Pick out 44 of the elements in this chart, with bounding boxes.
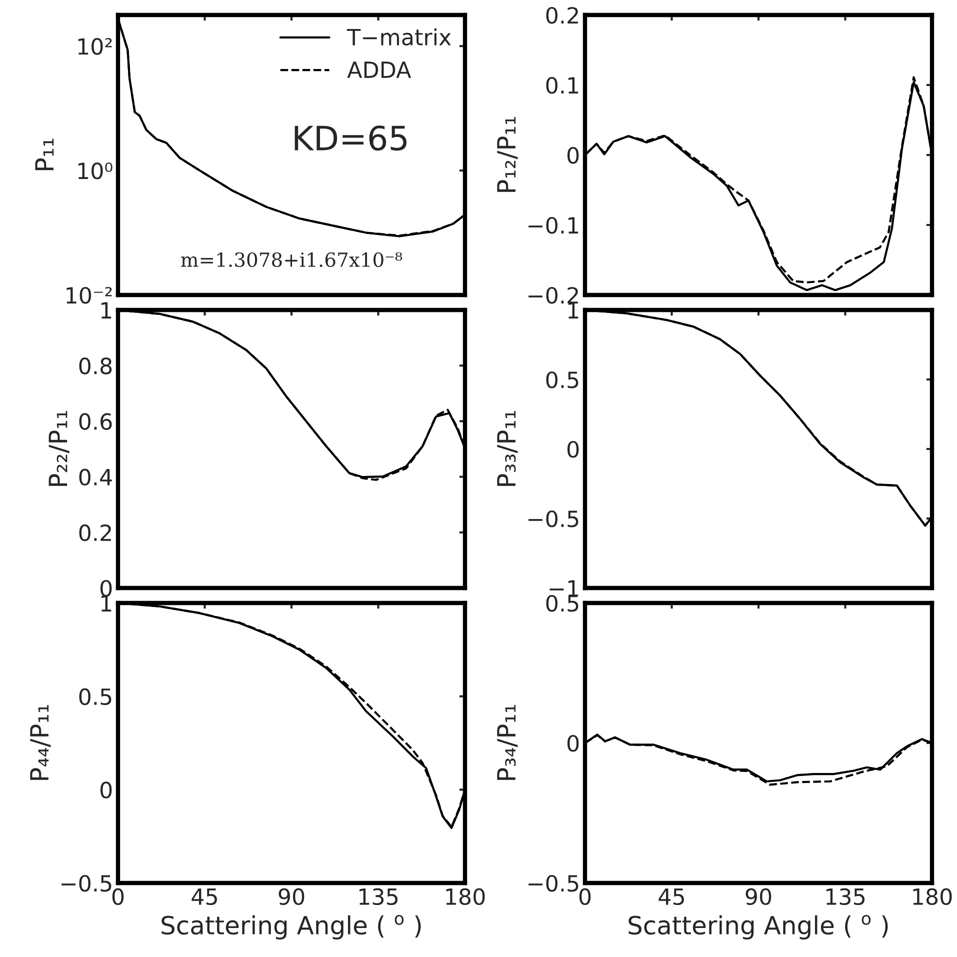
- y-axis-title: P₁₁: [35, 138, 54, 170]
- x-tick-label: 45: [192, 888, 217, 906]
- y-axis-title: P₃₄/P₁₁: [497, 705, 518, 780]
- x-tick-label: 135: [826, 888, 865, 906]
- x-tick-label: 180: [446, 888, 485, 906]
- y-tick-label: 1: [101, 302, 112, 318]
- annotation: KD=65: [294, 125, 407, 151]
- annotation: m=1.3078+i1.67x10⁻⁸: [181, 252, 402, 268]
- y-axis-title: P₂₂/P₁₁: [48, 411, 70, 486]
- x-axis-title: Scattering Angle ( $^{o}$ ): [162, 914, 421, 940]
- y-tick-label: 0.6: [79, 413, 112, 430]
- y-tick-label: 0: [567, 146, 579, 164]
- y-tick-label: 0.2: [546, 6, 578, 24]
- x-tick-label: 180: [913, 888, 952, 906]
- y-axis-title: P₄₄/P₁₁: [30, 705, 51, 780]
- y-tick-label: 10⁰: [78, 162, 112, 180]
- y-axis-title: P₁₂/P₁₁: [497, 117, 518, 192]
- x-tick-label: 0: [112, 888, 124, 906]
- y-tick-label: 10⁻²: [66, 286, 112, 304]
- x-tick-label: 45: [658, 888, 684, 906]
- y-tick-label: −0.1: [528, 216, 578, 234]
- y-tick-label: 0.5: [79, 688, 112, 706]
- y-tick-label: 0.8: [79, 358, 112, 374]
- y-tick-label: 0.4: [79, 468, 112, 486]
- x-tick-label: 90: [278, 888, 304, 906]
- y-tick-label: 10²: [78, 38, 112, 55]
- x-tick-label: 135: [359, 888, 398, 906]
- y-tick-label: 0: [100, 580, 112, 597]
- y-tick-label: −0.2: [528, 286, 578, 304]
- legend-label: T−matrix: [346, 28, 451, 46]
- x-tick-label: 0: [579, 888, 591, 906]
- legend-label: ADDA: [347, 62, 412, 78]
- y-tick-label: 0.1: [546, 76, 578, 94]
- y-tick-label: 0.5: [546, 371, 578, 388]
- y-tick-label: 0: [100, 782, 112, 798]
- y-tick-label: 0: [567, 734, 579, 752]
- y-tick-label: 0: [567, 440, 579, 458]
- x-axis-title: Scattering Angle ( $^{o}$ ): [628, 914, 888, 940]
- y-tick-label: −0.5: [528, 510, 578, 528]
- y-tick-label: −0.5: [62, 874, 112, 892]
- y-axis-title: P₃₃/P₁₁: [497, 411, 518, 486]
- y-tick-label: 0.2: [79, 524, 111, 542]
- x-tick-label: 90: [746, 888, 772, 906]
- y-tick-label: −0.5: [528, 874, 578, 892]
